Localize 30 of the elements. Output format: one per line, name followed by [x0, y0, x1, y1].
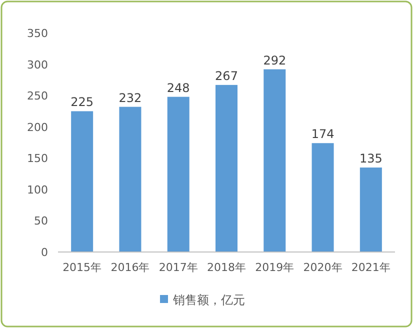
bar	[167, 96, 190, 252]
data-label: 225	[70, 95, 94, 110]
bar	[71, 111, 94, 252]
x-tick-label: 2017年	[158, 261, 198, 274]
data-label: 267	[215, 68, 238, 83]
y-tick-label: 0	[41, 246, 48, 259]
y-tick-label: 100	[27, 183, 48, 196]
legend-label: 销售额，亿元	[172, 293, 245, 307]
x-tick-label: 2016年	[110, 261, 150, 274]
bar	[264, 69, 286, 252]
y-tick-label: 250	[27, 90, 48, 103]
x-tick-label: 2020年	[303, 261, 342, 274]
y-tick-label: 300	[27, 58, 48, 72]
data-label: 232	[118, 90, 142, 105]
y-tick-label: 200	[27, 120, 48, 134]
data-label: 292	[263, 53, 286, 68]
x-tick-label: 2021年	[351, 261, 390, 274]
data-label: 248	[166, 80, 190, 95]
bar	[119, 106, 142, 252]
y-tick-label: 350	[27, 27, 48, 40]
data-label: 135	[359, 152, 382, 166]
y-tick-label: 150	[27, 152, 48, 166]
x-tick-label: 2019年	[255, 261, 294, 274]
bar	[216, 84, 238, 252]
x-tick-label: 2015年	[62, 261, 102, 274]
bar	[312, 143, 334, 252]
x-tick-label: 2018年	[207, 261, 246, 274]
bar	[360, 168, 382, 252]
data-label: 174	[311, 127, 334, 142]
y-tick-label: 50	[34, 214, 48, 228]
